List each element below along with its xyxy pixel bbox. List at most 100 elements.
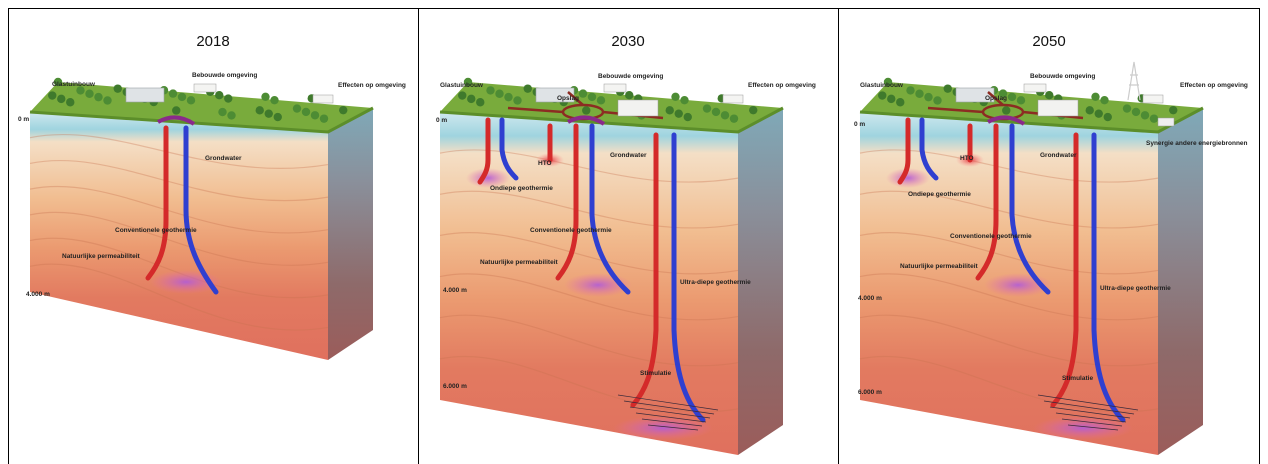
tree bbox=[504, 92, 513, 102]
tree bbox=[665, 106, 674, 115]
strata-line bbox=[859, 273, 1159, 321]
pipe bbox=[897, 117, 911, 185]
tree bbox=[224, 94, 233, 103]
label: HTO bbox=[960, 155, 974, 162]
pipe bbox=[477, 117, 491, 185]
houses bbox=[1023, 83, 1047, 93]
label: Synergie andere energiebronnen bbox=[1146, 140, 1248, 147]
plant bbox=[1037, 99, 1079, 117]
stimulation-fracture bbox=[629, 406, 711, 419]
tree bbox=[270, 95, 279, 105]
stimulation-fracture bbox=[1037, 394, 1139, 411]
tree bbox=[48, 91, 57, 100]
tree bbox=[476, 98, 485, 107]
block-top-edge bbox=[859, 106, 1204, 134]
tree bbox=[172, 106, 181, 115]
pipe bbox=[975, 123, 999, 281]
label: Glastuinbouw bbox=[860, 82, 904, 89]
plant bbox=[617, 99, 659, 117]
tree bbox=[85, 89, 94, 98]
label: Grondwater bbox=[205, 155, 242, 162]
label: Stimulatie bbox=[640, 370, 671, 377]
label: 4.000 m bbox=[858, 295, 882, 302]
tree bbox=[186, 96, 196, 105]
block-front bbox=[30, 112, 328, 360]
block-top bbox=[30, 82, 373, 132]
tree bbox=[66, 98, 75, 107]
tree bbox=[729, 114, 739, 123]
wellhead bbox=[987, 115, 1026, 126]
reservoir-glow bbox=[886, 168, 930, 188]
wellhead bbox=[567, 115, 606, 126]
label: Opslag bbox=[557, 95, 579, 102]
pipe bbox=[671, 132, 706, 423]
tree bbox=[1131, 107, 1141, 117]
tree bbox=[301, 107, 311, 117]
tree bbox=[906, 86, 915, 95]
stimulation-fracture bbox=[641, 418, 703, 427]
pipe bbox=[1009, 123, 1051, 295]
strata-line bbox=[439, 314, 739, 367]
houses bbox=[722, 94, 744, 104]
tree bbox=[1100, 95, 1109, 105]
reservoir-glow bbox=[1033, 416, 1133, 440]
pipe bbox=[555, 123, 579, 281]
label: Glastuinbouw bbox=[440, 82, 484, 89]
tree bbox=[625, 91, 634, 100]
tree bbox=[1094, 109, 1103, 118]
label: Natuurlijke permeabiliteit bbox=[62, 253, 140, 260]
label: Effecten op omgeving bbox=[748, 82, 816, 89]
label: 4.000 m bbox=[26, 291, 50, 298]
tree bbox=[1122, 104, 1132, 113]
stimulation-fracture bbox=[647, 424, 699, 431]
houses bbox=[603, 83, 627, 93]
tree bbox=[1140, 111, 1150, 120]
pipe bbox=[919, 117, 939, 181]
tree bbox=[582, 106, 591, 115]
tree bbox=[103, 96, 112, 105]
pipe bbox=[145, 125, 169, 281]
label: Conventionele geothermie bbox=[115, 227, 197, 234]
tree bbox=[1149, 114, 1159, 123]
label: 0 m bbox=[18, 116, 29, 123]
plant bbox=[1157, 117, 1175, 127]
tree bbox=[671, 92, 680, 102]
wellhead bbox=[157, 115, 196, 126]
tree bbox=[943, 84, 952, 93]
tree bbox=[218, 107, 227, 117]
strata-line bbox=[439, 231, 739, 275]
tree bbox=[113, 84, 122, 93]
stimulation-fracture bbox=[1043, 400, 1135, 415]
reservoir-glow bbox=[613, 416, 713, 440]
tree bbox=[1002, 106, 1011, 115]
block-top bbox=[860, 82, 1203, 132]
tree bbox=[674, 109, 683, 118]
label: Opslag bbox=[985, 95, 1007, 102]
tree bbox=[513, 96, 522, 105]
label: 0 m bbox=[436, 117, 447, 124]
tree bbox=[1007, 92, 1017, 102]
label: Ondiepe geothermie bbox=[908, 191, 971, 198]
tree bbox=[168, 89, 178, 98]
pipe bbox=[183, 125, 219, 295]
label: 4.000 m bbox=[443, 287, 467, 294]
pipe bbox=[1050, 132, 1079, 408]
houses bbox=[193, 83, 217, 93]
label: Grondwater bbox=[610, 152, 647, 159]
tree bbox=[94, 92, 103, 102]
strata-line bbox=[859, 314, 1159, 367]
tree bbox=[1016, 96, 1026, 105]
strata-line bbox=[439, 355, 739, 413]
stimulation-fracture bbox=[1049, 406, 1131, 419]
stimulation-fracture bbox=[617, 394, 719, 411]
houses bbox=[1142, 94, 1164, 104]
tree bbox=[702, 104, 712, 113]
tree bbox=[467, 94, 476, 104]
tree bbox=[896, 98, 905, 107]
label: Conventionele geothermie bbox=[530, 227, 612, 234]
tree bbox=[998, 89, 1008, 98]
label: Grondwater bbox=[1040, 152, 1077, 159]
tree bbox=[711, 107, 721, 117]
block-top-edge bbox=[439, 106, 784, 134]
greenhouse bbox=[125, 87, 165, 103]
